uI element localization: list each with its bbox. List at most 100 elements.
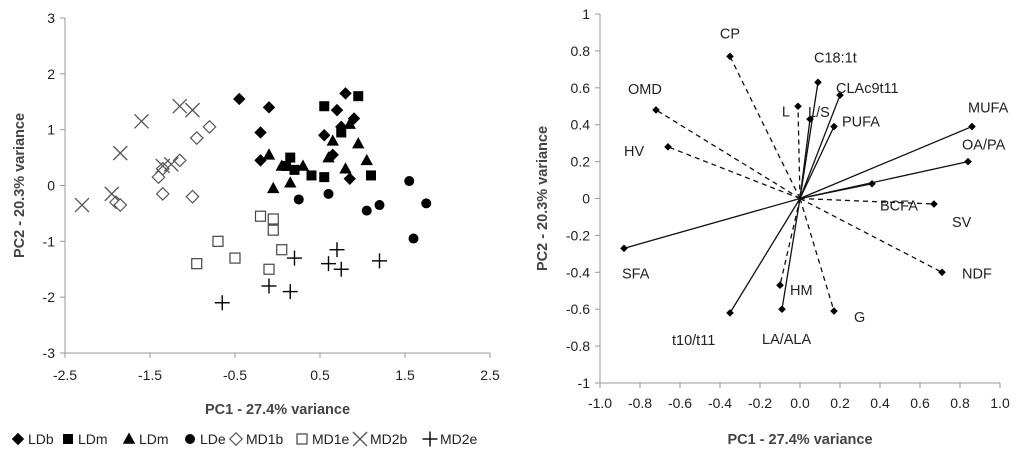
data-point (212, 235, 224, 247)
x-tick-label: -2.5 (53, 367, 77, 383)
vector-tip-marker (930, 200, 938, 208)
y-tick-label: -0.2 (566, 227, 590, 243)
data-point (185, 102, 200, 118)
data-point (267, 224, 279, 236)
series-md1e-square-open (191, 210, 288, 275)
data-point (421, 198, 432, 209)
vector-line (779, 198, 801, 286)
vector-label: OMD (628, 82, 662, 98)
y-tick-label: -1 (578, 375, 591, 391)
data-point (282, 284, 298, 300)
vector-tip-marker (830, 307, 838, 315)
y-tick-label: 0 (47, 178, 55, 194)
legend-marker (296, 433, 308, 445)
data-point-stroke (104, 186, 120, 202)
x-tick-label: -0.8 (628, 395, 652, 411)
vector-line (799, 183, 873, 200)
scores-plot: 3 2 1 0 -1 -2 -3 -2.5 -1.5 -0.5 0.5 1.5 2.5 PC1 - 27.… (12, 10, 500, 418)
data-point (330, 103, 344, 117)
vector-label: SV (952, 215, 972, 231)
legend-item: LDm (63, 431, 108, 447)
legend-item: LDe (185, 431, 226, 447)
data-point (262, 148, 276, 160)
series-ldm-triangle-filled (262, 117, 373, 194)
data-point (329, 242, 345, 258)
data-point-stroke (172, 98, 188, 114)
vector-line (623, 197, 801, 249)
vector-label: C18:1t (814, 50, 857, 66)
data-point (267, 181, 280, 194)
data-point (229, 252, 241, 264)
vector-label: L (782, 104, 790, 120)
data-point (263, 263, 275, 275)
data-point (352, 137, 365, 149)
legend-item: LDm (122, 431, 169, 447)
data-point-stroke (134, 113, 149, 129)
data-point (287, 250, 302, 266)
loading-vector-clac9t11: CLAc9t11 (799, 81, 899, 199)
data-point (233, 92, 246, 106)
legend-marker (422, 431, 438, 447)
legend-marker (63, 434, 73, 444)
data-point (214, 295, 230, 311)
data-point (319, 172, 330, 183)
data-point (323, 188, 334, 199)
loading-vector-sv: SV (799, 197, 972, 231)
x-axis-title: PC1 - 27.4% variance (205, 402, 350, 418)
vector-label: L/S (808, 105, 830, 121)
vector-tip-marker (620, 244, 628, 253)
vector-label: BCFA (880, 199, 918, 215)
vector-line (667, 146, 801, 200)
data-point (404, 176, 415, 187)
data-point (339, 162, 352, 174)
data-point (289, 164, 300, 175)
legend-label: LDm (78, 431, 108, 447)
data-point (293, 194, 304, 205)
series-md2b-x (74, 98, 200, 213)
y-tick-label: 0.4 (571, 117, 591, 133)
x-tick-label: 0.5 (310, 367, 330, 383)
legend-item: MD1b (228, 431, 284, 447)
y-tick-label: 2 (47, 66, 55, 82)
data-point (339, 87, 352, 100)
data-point (343, 117, 356, 129)
data-point (319, 101, 330, 112)
vector-tip-marker (806, 115, 814, 123)
series-lde-circle-filled (293, 176, 432, 244)
vector-label: t10/t11 (672, 333, 715, 349)
vector-label: LA/ALA (762, 332, 811, 348)
y-tick-label: -2 (43, 289, 56, 305)
vector-label: PUFA (842, 115, 880, 131)
vector-tip-marker (814, 78, 822, 87)
vector-line (797, 106, 801, 199)
data-point (134, 113, 149, 129)
data-point (261, 278, 277, 294)
data-point (306, 170, 317, 181)
data-point (113, 197, 128, 213)
data-point (191, 258, 203, 270)
x-tick-label: 2.5 (480, 367, 500, 383)
data-point-stroke (74, 197, 90, 213)
legend-label: LDb (28, 431, 54, 447)
legend-label: MD2b (370, 431, 408, 447)
data-point-stroke (163, 156, 179, 172)
vector-label: NDF (962, 266, 992, 282)
vector-line (799, 197, 943, 273)
x-tick-label: 0.4 (870, 395, 890, 411)
x-axis-title: PC1 - 27.4% variance (727, 432, 872, 448)
legend-label: LDm (139, 431, 169, 447)
vector-tip-marker (776, 281, 784, 290)
data-point (202, 119, 217, 134)
loading-vector-mufa: MUFA (799, 101, 1009, 200)
y-tick-label: -0.4 (566, 264, 590, 280)
data-point (104, 186, 120, 202)
vector-tip-marker (964, 157, 972, 166)
legend-marker (352, 431, 368, 447)
data-point (333, 261, 349, 277)
data-point (361, 205, 372, 216)
series-ldb-diamond-filled (233, 87, 361, 185)
vector-line (799, 126, 835, 199)
y-axis-title: PC2 - 20.3% variance (535, 126, 551, 271)
vector-tip-marker (726, 52, 734, 61)
